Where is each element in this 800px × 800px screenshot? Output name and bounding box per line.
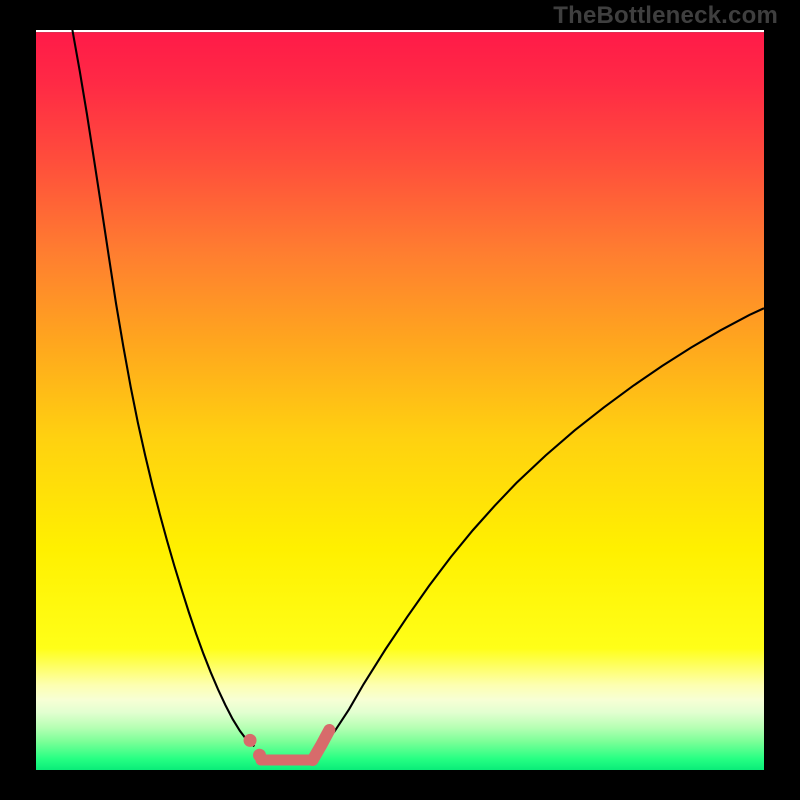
highlight-dot-1 bbox=[253, 749, 266, 762]
watermark-text: TheBottleneck.com bbox=[553, 2, 778, 30]
bottleneck-chart bbox=[0, 0, 800, 800]
plot-gradient bbox=[36, 32, 764, 770]
plot-top-strip bbox=[36, 30, 764, 32]
chart-stage: TheBottleneck.com bbox=[0, 0, 800, 800]
highlight-dot-0 bbox=[244, 734, 257, 747]
